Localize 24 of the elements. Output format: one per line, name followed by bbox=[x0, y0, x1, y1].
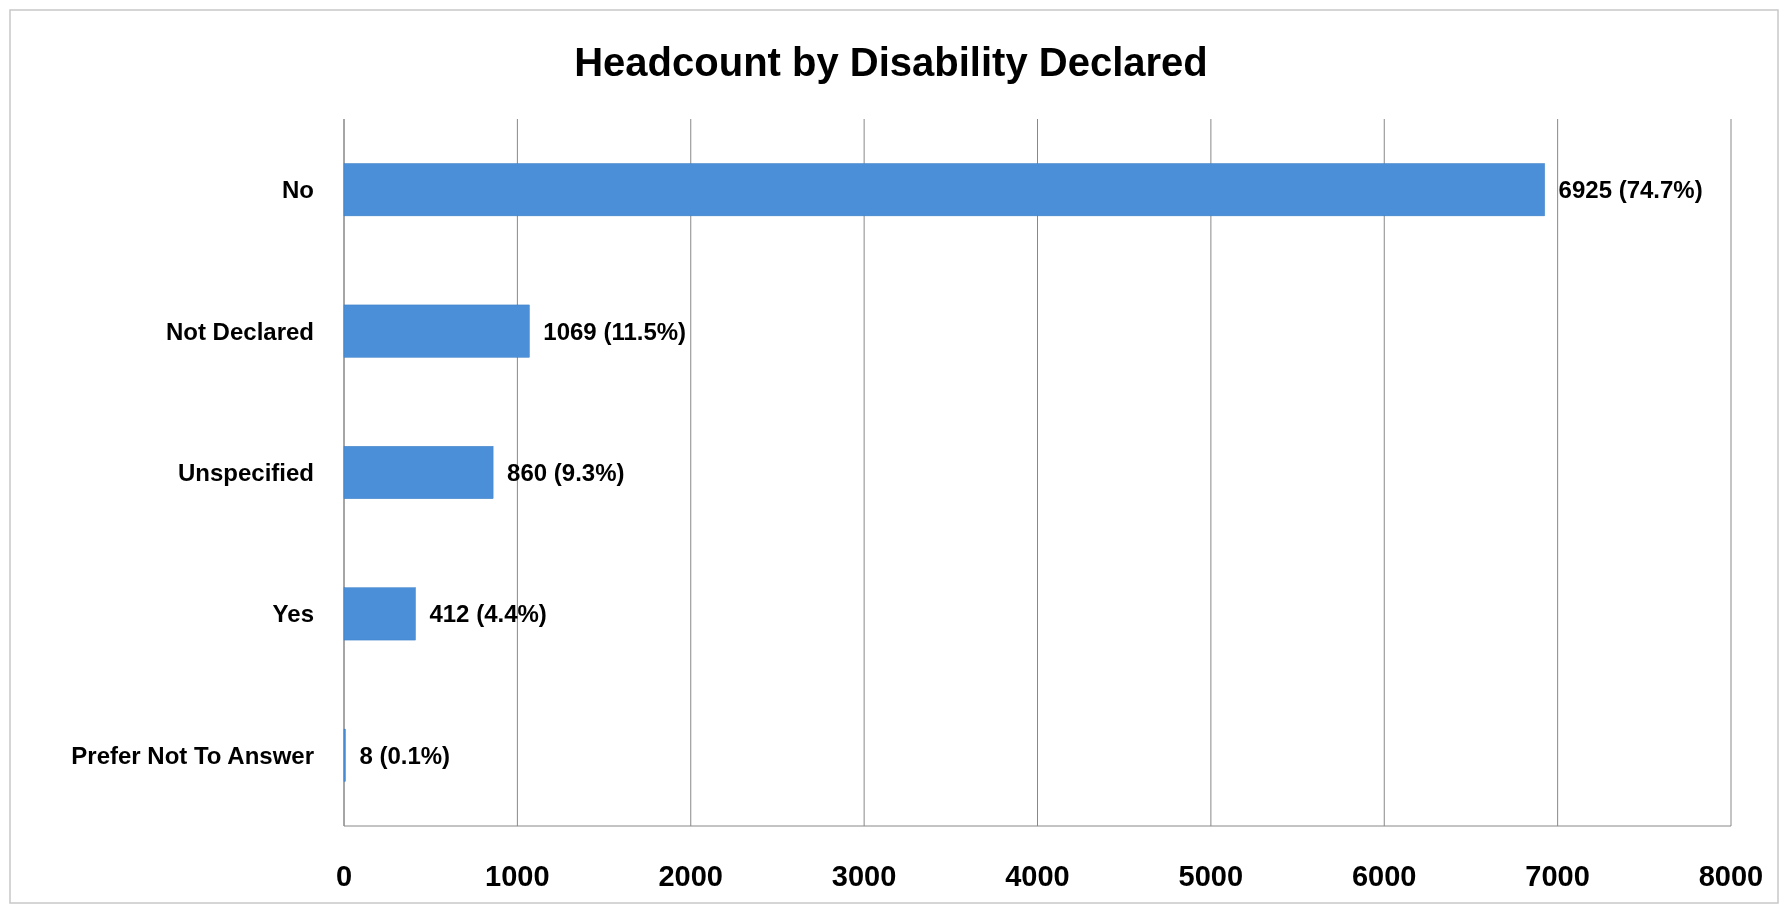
data-label: 6925 (74.7%) bbox=[1558, 176, 1703, 204]
y-tick-label: Not Declared bbox=[165, 317, 314, 345]
x-tick-label: 6000 bbox=[1351, 860, 1417, 892]
x-tick-label: 1000 bbox=[485, 860, 550, 892]
chart-title: Headcount by Disability Declared bbox=[574, 40, 1208, 84]
data-label: 8 (0.1%) bbox=[359, 741, 451, 769]
y-tick-label: No bbox=[282, 176, 314, 204]
x-tick-label: 7000 bbox=[1525, 860, 1590, 892]
y-tick-label: Unspecified bbox=[177, 459, 314, 486]
y-tick-label: Prefer Not To Answer bbox=[71, 741, 314, 769]
bar bbox=[343, 587, 416, 641]
bar bbox=[343, 446, 494, 499]
bar bbox=[343, 304, 530, 358]
data-label: 1069 (11.5%) bbox=[543, 317, 687, 345]
x-tick-label: 2000 bbox=[658, 860, 724, 892]
x-tick-label: 0 bbox=[335, 860, 353, 892]
data-label: 412 (4.4%) bbox=[429, 600, 547, 628]
x-tick-label: 5000 bbox=[1178, 860, 1244, 892]
y-tick-label: Yes bbox=[272, 600, 314, 628]
x-tick-label: 4000 bbox=[1005, 860, 1070, 892]
x-tick-label: 3000 bbox=[831, 860, 897, 892]
bar bbox=[343, 163, 1545, 217]
x-tick-label: 8000 bbox=[1698, 860, 1764, 892]
data-label: 860 (9.3%) bbox=[507, 459, 625, 486]
